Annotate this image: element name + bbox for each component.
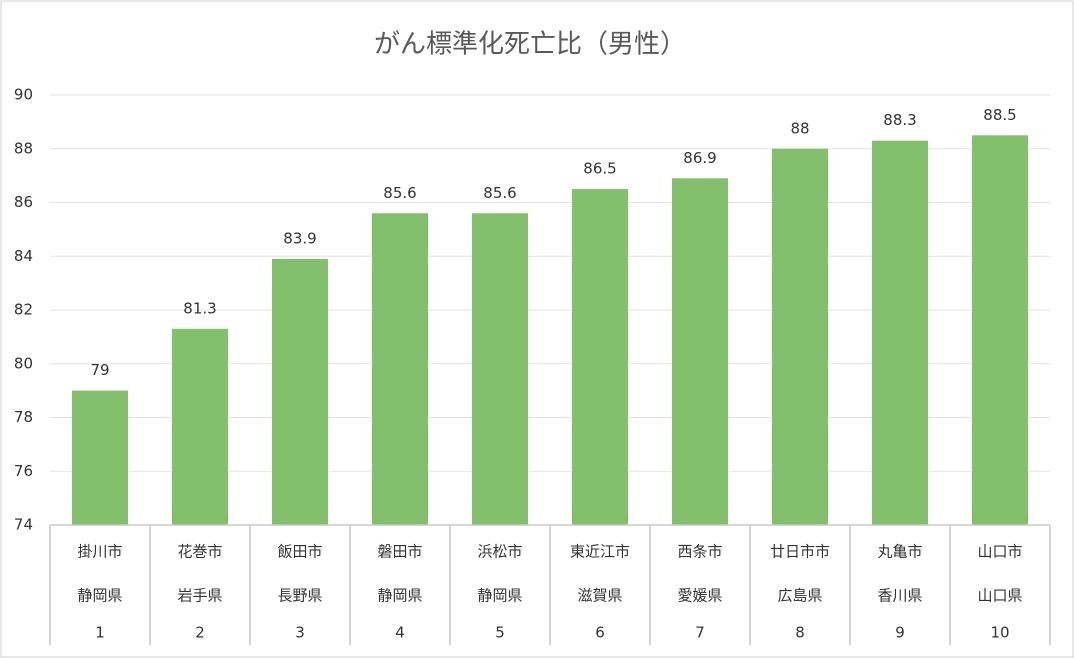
prefecture-label: 静岡県 (77, 587, 122, 605)
prefecture-label: 広島県 (777, 587, 822, 605)
y-tick-label: 78 (14, 408, 33, 426)
value-label: 86.5 (583, 160, 616, 178)
x-tick-label: 丸亀市 (877, 543, 922, 561)
rank-label: 6 (595, 624, 605, 642)
value-label: 85.6 (483, 184, 516, 202)
value-label: 88.3 (883, 111, 916, 129)
rank-label: 2 (195, 624, 205, 642)
rank-label: 9 (895, 624, 905, 642)
chart-title: がん標準化死亡比（男性） (374, 30, 686, 60)
rank-label: 1 (95, 624, 105, 642)
value-label: 88 (790, 119, 809, 137)
x-tick-label: 西条市 (677, 543, 722, 561)
value-label: 88.5 (983, 106, 1016, 124)
prefecture-label: 岩手県 (177, 587, 222, 605)
prefecture-label: 静岡県 (377, 587, 422, 605)
prefecture-label: 静岡県 (477, 587, 522, 605)
x-tick-label: 山口市 (977, 543, 1022, 561)
x-tick-label: 浜松市 (477, 543, 522, 561)
prefecture-label: 山口県 (977, 587, 1022, 605)
rank-label: 10 (990, 624, 1009, 642)
rank-label: 5 (495, 624, 505, 642)
value-label: 81.3 (183, 299, 216, 317)
y-tick-label: 80 (14, 354, 33, 372)
value-label: 83.9 (283, 229, 316, 247)
y-tick-label: 90 (14, 86, 33, 104)
prefecture-label: 香川県 (877, 587, 922, 605)
value-label: 85.6 (383, 184, 416, 202)
x-tick-label: 廿日市市 (770, 543, 830, 561)
y-tick-label: 76 (14, 462, 33, 480)
x-tick-label: 東近江市 (570, 543, 630, 561)
prefecture-label: 愛媛県 (677, 587, 722, 605)
rank-label: 8 (795, 624, 805, 642)
bar (972, 135, 1028, 525)
x-tick-label: 花巻市 (177, 543, 222, 561)
y-tick-label: 88 (14, 139, 33, 157)
y-tick-label: 74 (14, 516, 33, 534)
rank-label: 7 (695, 624, 705, 642)
x-tick-label: 磐田市 (377, 543, 422, 561)
prefecture-label: 長野県 (277, 587, 322, 605)
bar (872, 140, 928, 525)
prefecture-label: 滋賀県 (577, 587, 622, 605)
bar (172, 328, 228, 525)
bar (772, 148, 828, 525)
y-tick-label: 86 (14, 193, 33, 211)
bar (472, 213, 528, 525)
value-label: 79 (90, 361, 109, 379)
rank-label: 3 (295, 624, 305, 642)
bar (572, 189, 628, 525)
x-tick-label: 飯田市 (277, 543, 322, 561)
x-tick-label: 掛川市 (77, 543, 122, 561)
bar (272, 258, 328, 525)
y-tick-label: 82 (14, 301, 33, 319)
rank-label: 4 (395, 624, 405, 642)
y-tick-label: 84 (14, 247, 33, 265)
bar (72, 390, 128, 525)
value-label: 86.9 (683, 149, 716, 167)
bar (672, 178, 728, 525)
bar (372, 213, 428, 525)
